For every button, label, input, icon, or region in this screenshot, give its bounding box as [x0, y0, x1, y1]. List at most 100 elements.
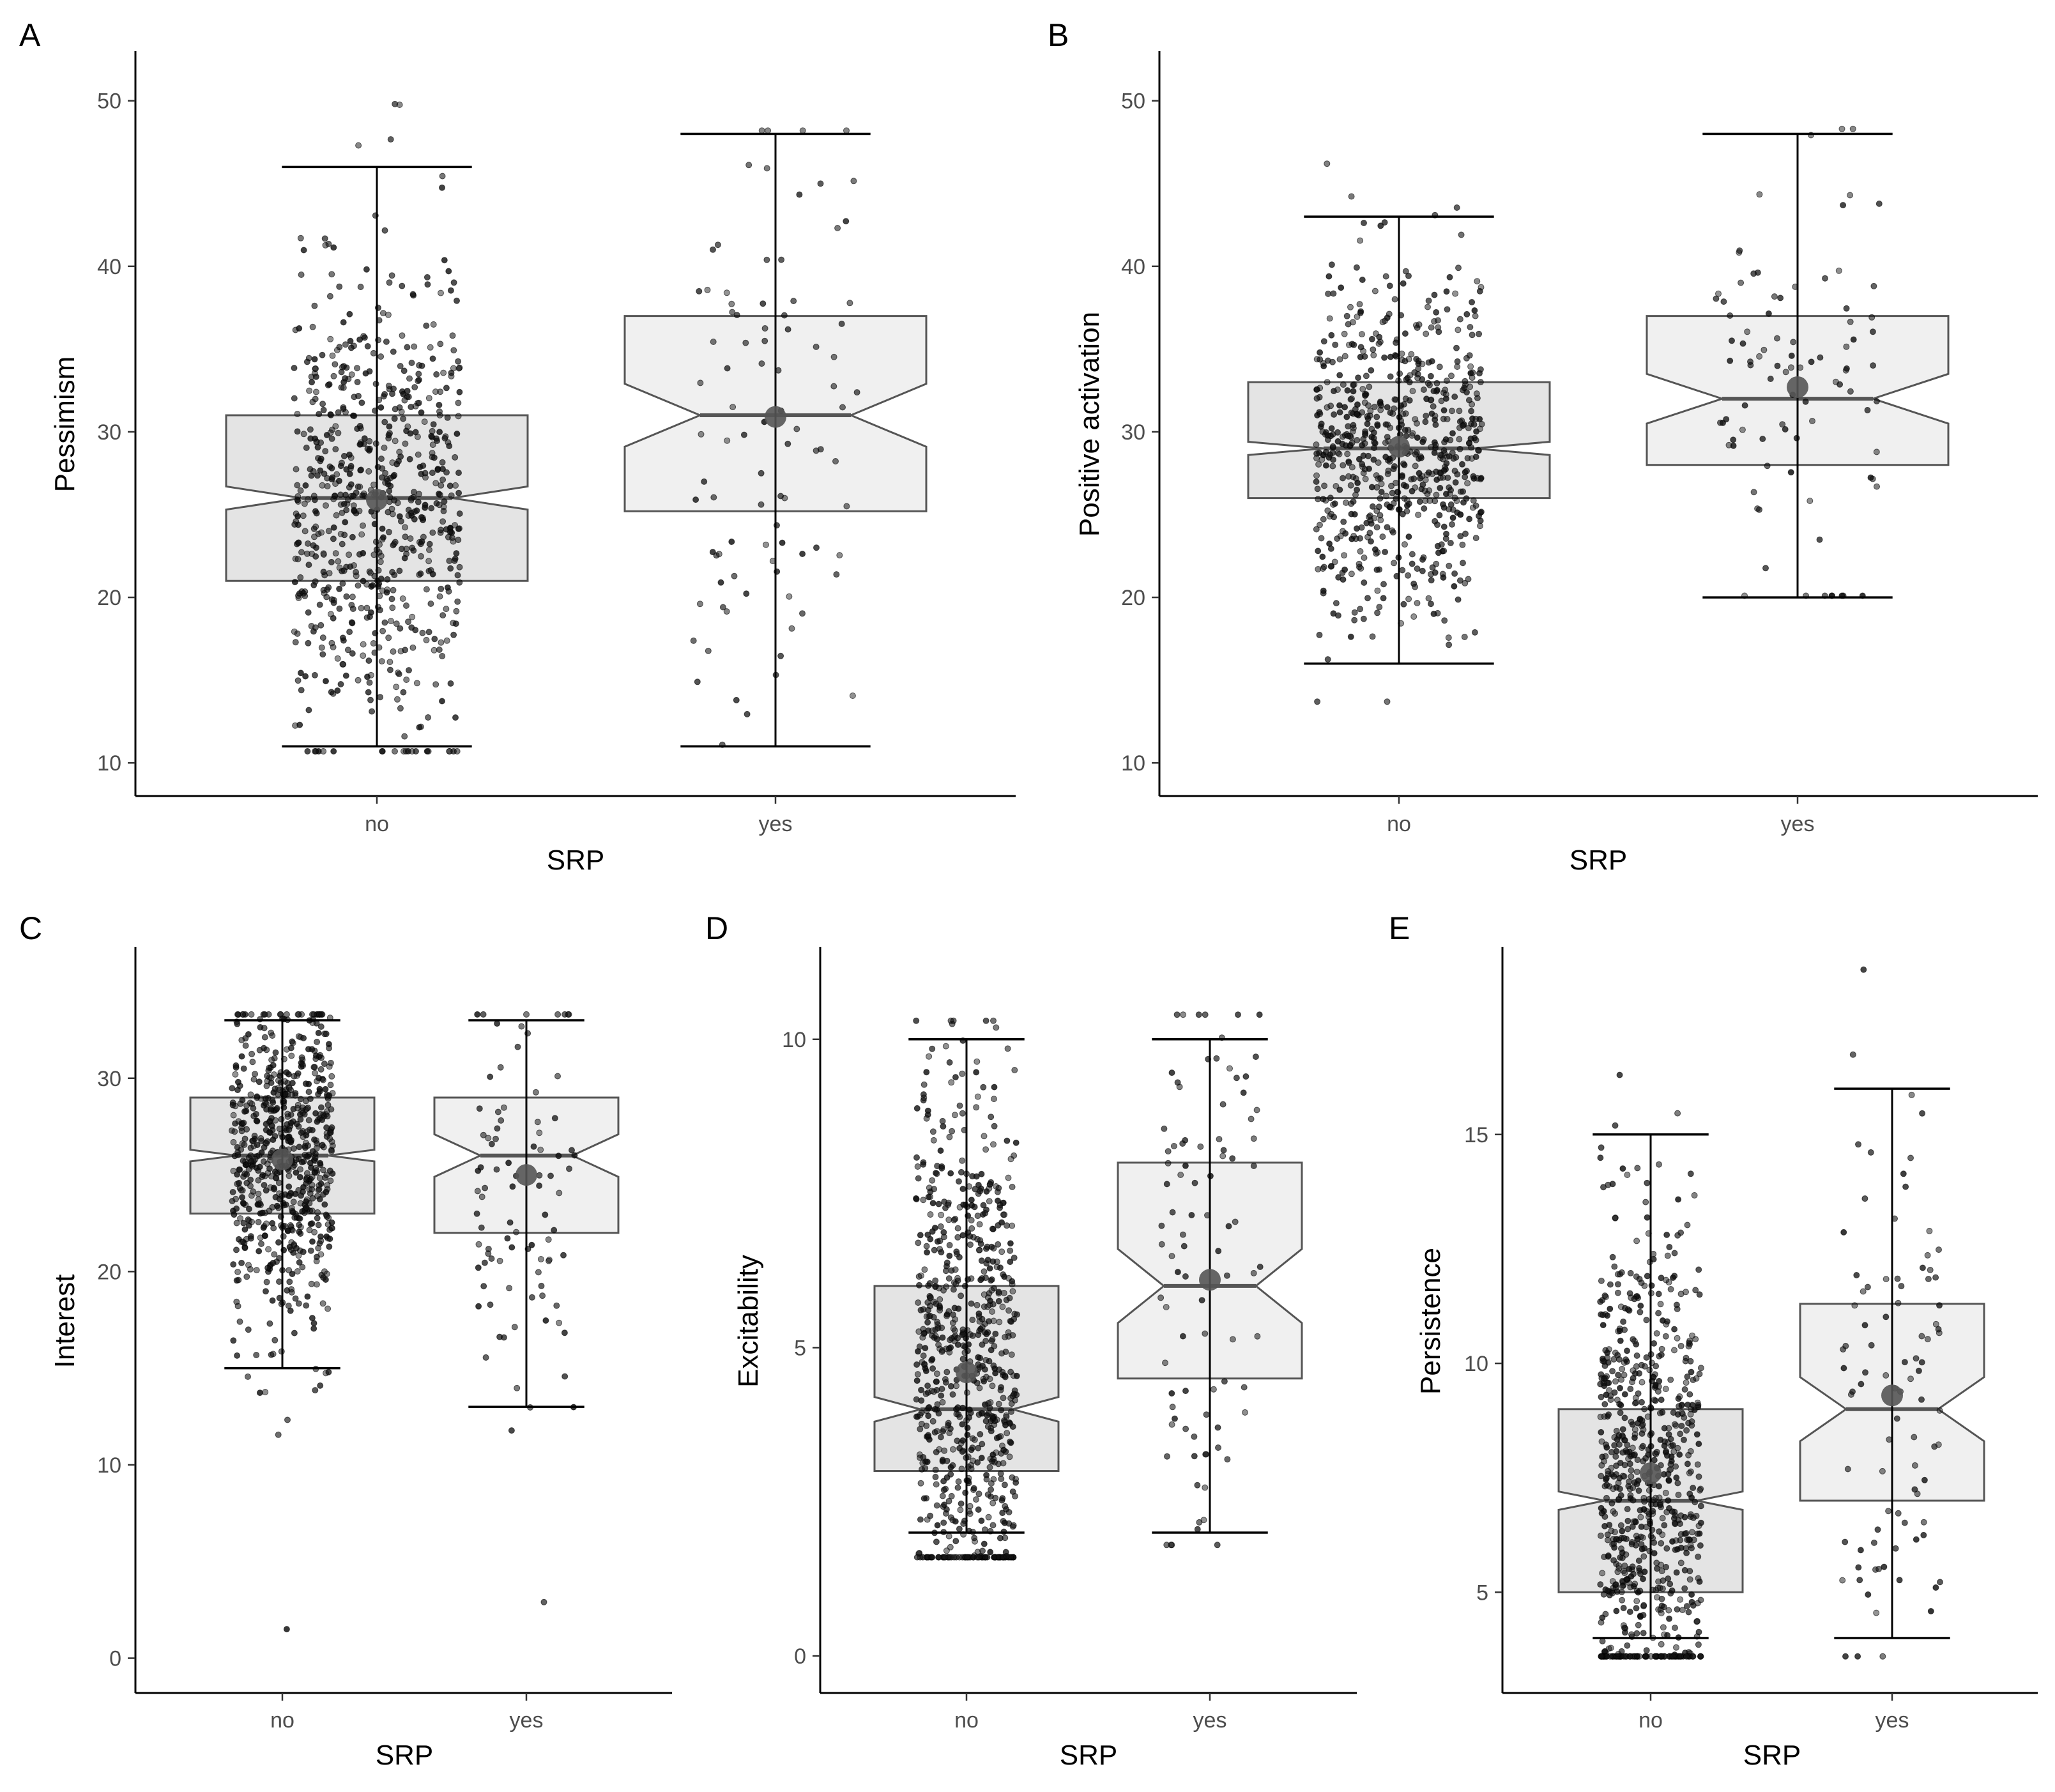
data-point — [1619, 1449, 1626, 1456]
data-point — [402, 440, 409, 447]
data-point — [536, 1172, 543, 1179]
data-point — [1229, 1336, 1236, 1343]
data-point — [1356, 456, 1363, 463]
data-point — [1007, 1259, 1014, 1266]
data-point — [488, 1140, 495, 1147]
data-point — [993, 1024, 1000, 1031]
data-point — [690, 637, 697, 644]
data-point — [336, 585, 343, 592]
data-point — [416, 362, 423, 369]
data-point — [988, 1480, 995, 1487]
data-point — [1203, 1411, 1210, 1418]
x-axis-title: SRP — [1060, 1740, 1117, 1771]
data-point — [1314, 698, 1321, 705]
data-point — [256, 1163, 263, 1170]
data-point — [239, 1194, 245, 1201]
data-point — [1460, 422, 1466, 429]
data-point — [1619, 1165, 1626, 1172]
data-point — [1665, 1497, 1672, 1504]
data-point — [1633, 1605, 1640, 1612]
data-point — [1667, 1581, 1674, 1588]
data-point — [283, 1069, 290, 1076]
data-point — [415, 376, 422, 383]
data-point — [1788, 352, 1795, 359]
data-point — [349, 606, 356, 612]
data-point — [932, 1466, 939, 1473]
data-point — [425, 629, 432, 636]
data-point — [958, 1466, 965, 1473]
data-point — [988, 1287, 995, 1294]
data-point — [1676, 1403, 1683, 1410]
data-point — [441, 498, 448, 505]
data-point — [942, 1043, 949, 1050]
data-point — [916, 1343, 923, 1350]
data-point — [1597, 1581, 1604, 1588]
data-point — [291, 579, 298, 586]
data-point — [1168, 1542, 1175, 1549]
data-point — [317, 439, 325, 446]
data-point — [349, 650, 356, 657]
data-point — [990, 1245, 997, 1252]
data-point — [1619, 1365, 1626, 1372]
data-point — [294, 677, 302, 684]
data-point — [1658, 1641, 1665, 1648]
data-point — [311, 302, 318, 309]
data-point — [480, 1011, 487, 1018]
data-point — [446, 748, 453, 754]
data-point — [761, 337, 768, 344]
data-point — [954, 1484, 961, 1491]
data-point — [1610, 1473, 1617, 1480]
data-point — [945, 1422, 952, 1428]
data-point — [1727, 357, 1734, 364]
data-point — [1007, 1395, 1014, 1402]
data-point — [1361, 466, 1368, 473]
data-point — [1598, 1619, 1605, 1626]
data-point — [1322, 497, 1329, 504]
data-point — [1627, 1386, 1634, 1393]
data-point — [937, 1147, 944, 1154]
data-point — [290, 1145, 297, 1152]
data-point — [405, 512, 412, 519]
data-point — [1313, 386, 1320, 393]
data-point — [1328, 332, 1335, 339]
data-point — [340, 637, 347, 644]
data-point — [1643, 1524, 1650, 1531]
data-point — [336, 564, 343, 571]
data-point — [925, 1193, 932, 1200]
data-point — [406, 375, 413, 382]
data-point — [317, 1104, 325, 1111]
data-point — [1613, 1448, 1620, 1455]
data-point — [1425, 303, 1431, 310]
data-point — [1400, 601, 1407, 608]
data-point — [975, 1554, 982, 1561]
data-point — [1253, 1107, 1260, 1114]
data-point — [376, 606, 383, 613]
x-tick-label: yes — [759, 812, 793, 836]
data-point — [1458, 231, 1465, 238]
data-point — [981, 1133, 988, 1140]
data-point — [1840, 1229, 1847, 1236]
data-point — [1005, 1509, 1012, 1515]
data-point — [299, 1264, 306, 1271]
data-point — [351, 413, 358, 419]
y-axis-title: Pessimism — [49, 356, 80, 493]
data-point — [1374, 609, 1381, 616]
data-point — [346, 629, 353, 636]
data-point — [1913, 1355, 1920, 1362]
data-point — [454, 572, 461, 579]
data-point — [1158, 1241, 1165, 1248]
data-point — [297, 234, 304, 241]
data-point — [940, 1487, 947, 1494]
data-point — [330, 244, 337, 251]
data-point — [485, 1250, 492, 1257]
data-point — [1604, 1536, 1611, 1543]
data-point — [455, 537, 462, 544]
data-point — [915, 1239, 922, 1246]
data-point — [303, 1204, 310, 1211]
data-point — [1320, 587, 1327, 594]
data-point — [1445, 634, 1452, 641]
data-point — [1616, 1441, 1623, 1448]
data-point — [1472, 312, 1479, 319]
data-point — [305, 639, 312, 647]
data-point — [1001, 1482, 1008, 1489]
